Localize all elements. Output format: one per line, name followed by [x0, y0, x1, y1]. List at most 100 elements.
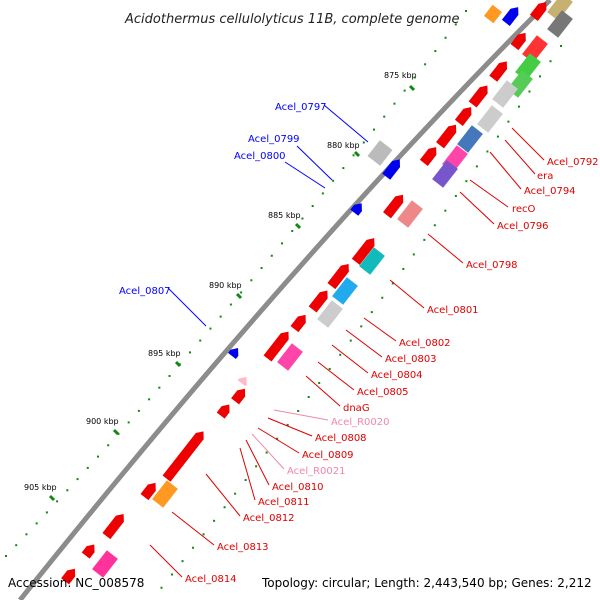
reverse-gene-leader	[267, 417, 313, 437]
scale-dot	[291, 229, 294, 232]
reverse-gene-arrow	[140, 482, 156, 501]
scale-dot	[199, 339, 202, 342]
forward-gene-arrow	[227, 348, 239, 360]
scale-tick-label: 900 kbp	[86, 417, 119, 426]
reverse-gene-leader	[389, 279, 425, 309]
scale-dot	[339, 353, 342, 356]
reverse-gene-arrow	[489, 61, 508, 82]
reverse-gene-arrow	[216, 404, 230, 419]
scale-dot	[444, 209, 447, 212]
reverse-gene-box	[92, 550, 118, 578]
forward-gene-arrow	[501, 7, 519, 26]
rna-gene-leader	[273, 409, 329, 421]
scale-dot	[444, 36, 447, 39]
scale-dot	[260, 267, 263, 270]
scale-tick-label: 890 kbp	[209, 281, 242, 290]
scale-dot	[423, 238, 426, 241]
reverse-gene-label: recO	[512, 204, 536, 215]
reverse-gene-box	[317, 300, 343, 328]
reverse-gene-label: Acel_0804	[371, 370, 423, 381]
scale-dot	[297, 409, 300, 412]
rna-gene-arrow	[237, 376, 247, 387]
scale-dot	[433, 224, 436, 227]
scale-dot	[373, 128, 375, 131]
reverse-gene-arrow	[263, 331, 289, 362]
scale-dot	[270, 254, 273, 257]
scale-tick-mark	[408, 84, 416, 92]
reverse-gene-label: Acel_0794	[524, 186, 576, 197]
forward-gene-box	[483, 4, 503, 24]
reverse-gene-arrow	[510, 32, 526, 51]
reverse-gene-leader	[257, 427, 300, 454]
reverse-gene-arrow	[351, 238, 375, 265]
scale-dot	[223, 506, 226, 509]
scale-tick-label: 885 kbp	[268, 211, 301, 220]
forward-gene-leader	[167, 287, 207, 327]
reverse-gene-label: Acel_0808	[315, 433, 367, 444]
reverse-gene-arrow	[383, 194, 404, 219]
reverse-gene-leader	[511, 127, 545, 161]
reverse-gene-leader	[245, 439, 270, 486]
scale-dot	[181, 560, 184, 563]
scale-dot	[76, 478, 79, 481]
rna-gene-leader	[251, 433, 285, 470]
scale-dot	[148, 398, 151, 401]
scale-tick-mark	[174, 360, 182, 368]
reverse-gene-box	[547, 0, 573, 21]
scale-dot	[328, 367, 331, 370]
scale-dot	[265, 451, 268, 454]
scale-dot	[349, 339, 352, 342]
reverse-gene-leader	[345, 329, 383, 358]
scale-dot	[86, 466, 89, 469]
reverse-gene-arrow	[308, 290, 328, 313]
reverse-gene-label: Acel_0803	[385, 354, 437, 365]
reverse-gene-leader	[504, 139, 536, 175]
genome-backbone	[18, 0, 552, 600]
reverse-gene-leader	[239, 447, 256, 501]
gene-labels: Acel_0797 Acel_0799 Acel_0800 Acel_0807 Acel…	[119, 102, 599, 585]
reverse-gene-label: Acel_0813	[217, 542, 269, 553]
scale-dot	[486, 150, 489, 153]
reverse-gene-box	[277, 343, 303, 371]
reverse-gene-label: Acel_0798	[466, 260, 518, 271]
scale-dot	[307, 396, 310, 399]
reverse-gene-leader	[305, 375, 341, 407]
reverse-gene-leader	[363, 317, 397, 342]
scale-dot	[107, 444, 110, 447]
scale-dot	[15, 544, 18, 547]
reverse-gene-box	[432, 160, 458, 188]
scale-dot	[528, 90, 531, 93]
forward-gene-label: Acel_0807	[119, 286, 171, 297]
scale-dot	[178, 363, 181, 366]
scale-dot	[255, 465, 258, 468]
reverse-gene-leader	[489, 151, 522, 190]
reverse-gene-leader	[171, 511, 215, 546]
reverse-gene-label: Acel_0809	[302, 450, 354, 461]
scale-dot	[202, 533, 205, 536]
reverse-gene-label: Acel_0796	[497, 221, 549, 232]
accession-text: Accession: NC_008578	[8, 576, 144, 590]
scale-dot	[192, 546, 195, 549]
reverse-gene-box	[477, 105, 503, 133]
reverse-gene-arrow	[454, 107, 472, 126]
reverse-gene-box	[359, 247, 385, 275]
reverse-gene-label: Acel_0792	[547, 157, 599, 168]
reverse-gene-leader	[469, 179, 509, 208]
scale-dot	[507, 120, 510, 123]
scale-dot	[342, 167, 345, 170]
scale-dot	[402, 267, 405, 270]
scale-dot	[403, 89, 406, 92]
scale-dot	[209, 327, 212, 330]
scale-dot	[5, 555, 7, 557]
scale-dot	[234, 492, 237, 495]
scale-dot	[475, 165, 478, 168]
scale-dot	[276, 437, 279, 440]
reverse-gene-label: Acel_0801	[427, 305, 479, 316]
scale-dot	[454, 194, 457, 197]
rna-gene-label: Acel_R0020	[331, 417, 390, 428]
reverse-gene-box	[492, 80, 518, 108]
scale-dot	[381, 296, 384, 299]
scale-dot	[538, 75, 541, 78]
scale-dot	[171, 573, 174, 576]
